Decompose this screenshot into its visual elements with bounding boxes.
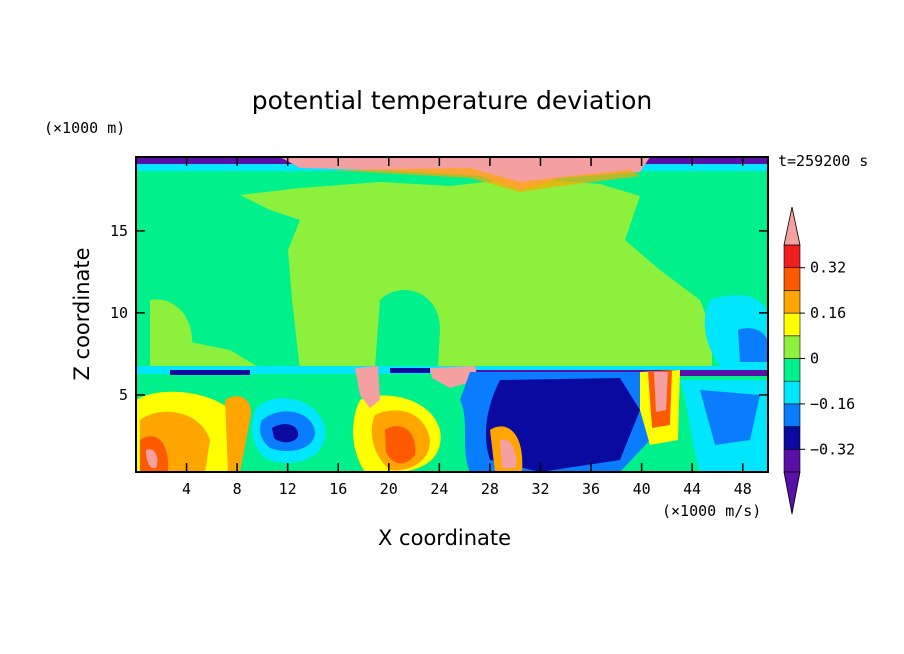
y-tick-label: 15 [110,222,128,240]
contour-field [136,157,768,472]
colorbar-segment [783,426,801,450]
colorbar-tick-label: 0.16 [810,304,846,322]
colorbar-segment [783,403,801,427]
x-tick-label: 8 [233,480,242,498]
colorbar-segment [783,267,801,291]
x-tick-label: 12 [279,480,297,498]
time-label: t=259200 s [778,152,869,170]
colorbar-over-triangle [783,206,801,246]
colorbar: 0.32 0.16 0 −0.16 −0.32 [783,206,855,515]
colorbar-segment [783,358,801,382]
x-tick-label: 48 [734,480,752,498]
x-tick-label: 4 [182,480,191,498]
colorbar-segment [783,312,801,337]
x-tick-label: 20 [380,480,398,498]
colorbar-segment [783,380,801,405]
colorbar-tick-label: −0.16 [810,395,855,413]
y-tick-label: 10 [110,304,128,322]
x-unit-label: (×1000 m/s) [662,502,762,520]
x-tick-label: 32 [531,480,549,498]
plot-frame [135,156,769,473]
colorbar-tick-label: 0 [810,350,819,368]
x-tick-label: 36 [582,480,600,498]
chart-title: potential temperature deviation [251,86,653,115]
colorbar-segment [783,244,801,269]
x-tick-label: 28 [481,480,499,498]
x-tick-label: 44 [683,480,701,498]
x-axis-label: X coordinate [378,526,512,550]
colorbar-segment [783,448,801,473]
colorbar-tick-label: 0.32 [810,259,846,277]
colorbar-tick-label: −0.32 [810,440,855,458]
x-tick-label: 40 [633,480,651,498]
colorbar-under-triangle [783,471,801,515]
x-axis: 4 8 12 16 20 24 28 32 36 40 44 48 [182,157,752,498]
z-unit-label: (×1000 m) [44,119,126,137]
y-axis: 5 10 15 [110,222,768,404]
colorbar-segment [783,335,801,359]
x-tick-label: 24 [430,480,448,498]
y-tick-label: 5 [119,386,128,404]
colorbar-segment [783,290,801,314]
x-tick-label: 16 [329,480,347,498]
